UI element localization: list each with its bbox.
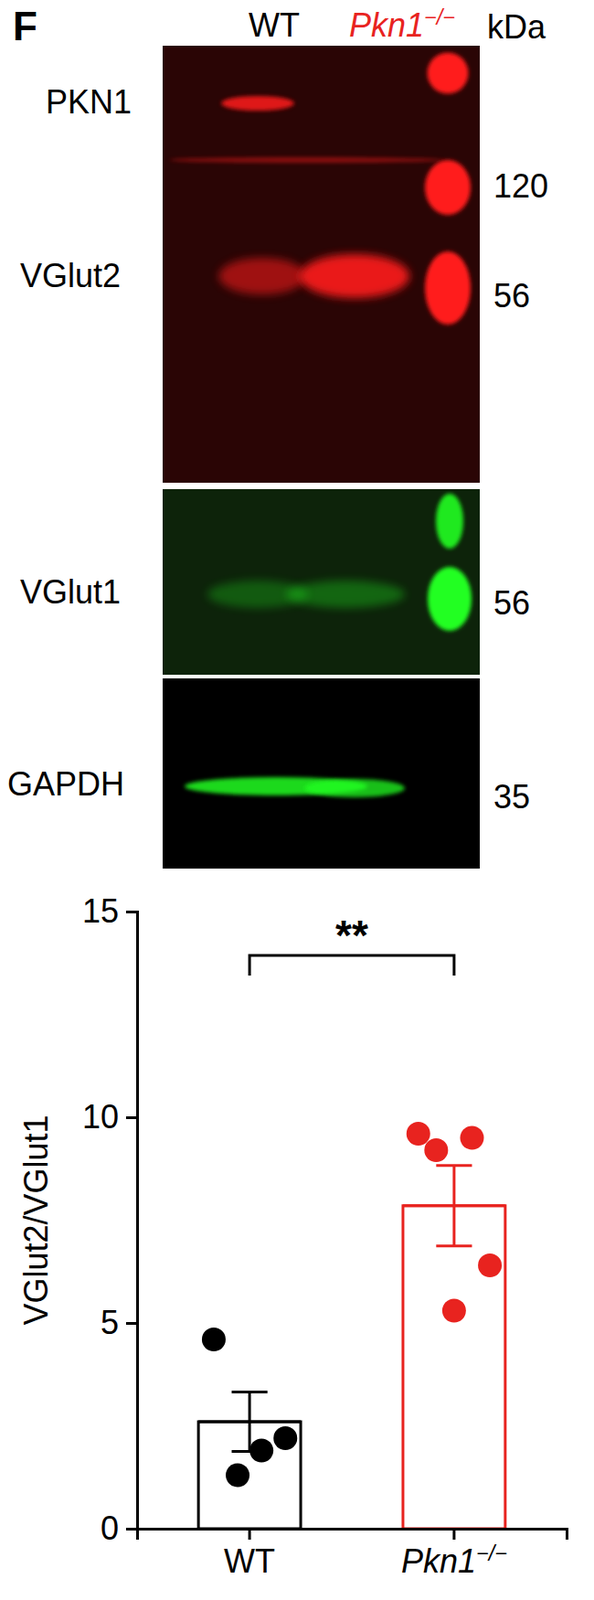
y-tick-label: 5 bbox=[100, 1303, 119, 1341]
marker-label: 35 bbox=[493, 777, 531, 816]
marker-label: 56 bbox=[493, 276, 531, 315]
y-tick: 10 bbox=[82, 1097, 138, 1135]
row-label: VGlut1 bbox=[20, 572, 121, 611]
x-tick-mark bbox=[248, 1527, 252, 1539]
x-tick-label: Pkn1−/− bbox=[401, 1540, 508, 1580]
error-bar bbox=[403, 1165, 506, 1246]
blot-band bbox=[169, 157, 444, 163]
y-tick-mark bbox=[126, 1321, 138, 1325]
y-axis-line bbox=[126, 912, 138, 1529]
data-point bbox=[459, 1125, 484, 1150]
error-bar-cap bbox=[435, 1163, 472, 1167]
mean-line bbox=[403, 1203, 506, 1207]
blot-band bbox=[299, 254, 410, 298]
row-label: PKN1 bbox=[45, 83, 132, 121]
blot-panel bbox=[162, 45, 480, 483]
label-superscript: −/− bbox=[424, 5, 456, 30]
blot-band bbox=[424, 251, 471, 325]
y-tick: 5 bbox=[100, 1303, 138, 1341]
x-tick: Pkn1−/− bbox=[401, 1527, 508, 1580]
blot-band bbox=[221, 95, 295, 111]
blot-band bbox=[219, 257, 307, 295]
y-tick-label: 10 bbox=[82, 1097, 119, 1135]
marker-label: 120 bbox=[493, 167, 549, 205]
figure: FWTPkn1−/−kDaPKN1VGlut2VGlut1GAPDH120565… bbox=[0, 0, 594, 1600]
blot-band bbox=[435, 493, 464, 549]
data-point bbox=[225, 1463, 250, 1487]
blot-band bbox=[286, 580, 405, 608]
error-bar-cap bbox=[232, 1389, 268, 1393]
blot-band bbox=[427, 53, 469, 95]
plot-marks bbox=[198, 1121, 506, 1528]
error-bar bbox=[198, 1391, 301, 1452]
y-tick-mark bbox=[126, 910, 138, 913]
y-axis: 0 5 10 15 bbox=[82, 891, 138, 1547]
significance-label: ** bbox=[335, 911, 369, 959]
y-tick-label: 15 bbox=[82, 891, 119, 930]
row-label: GAPDH bbox=[7, 764, 125, 803]
data-point bbox=[406, 1121, 431, 1146]
lane-label: WT bbox=[248, 6, 300, 44]
y-tick-mark bbox=[126, 1115, 138, 1119]
unit-label: kDa bbox=[487, 8, 547, 46]
blot-band bbox=[424, 159, 471, 215]
data-point bbox=[442, 1298, 467, 1323]
x-axis-line bbox=[137, 1528, 568, 1540]
data-point bbox=[201, 1326, 226, 1351]
x-tick: WT bbox=[223, 1527, 276, 1580]
blot-panel bbox=[162, 488, 480, 675]
marker-label: 56 bbox=[493, 583, 531, 622]
blot-panel bbox=[162, 678, 480, 869]
bar bbox=[403, 1205, 506, 1528]
blot-band bbox=[304, 778, 405, 797]
y-axis-title: VGlut2/VGlut1 bbox=[17, 1113, 55, 1325]
data-point bbox=[477, 1252, 502, 1277]
y-tick-mark bbox=[126, 1527, 138, 1530]
lane-label: Pkn1−/− bbox=[349, 5, 456, 44]
data-point bbox=[273, 1425, 297, 1450]
row-label: VGlut2 bbox=[20, 256, 121, 295]
error-bar-cap bbox=[232, 1449, 268, 1453]
label-part: Pkn1 bbox=[349, 6, 425, 44]
western-blot bbox=[162, 45, 480, 869]
panel-label: F bbox=[12, 3, 38, 49]
x-axis: WT Pkn1−/− bbox=[137, 1527, 568, 1580]
error-bar-cap bbox=[435, 1243, 472, 1247]
y-tick: 15 bbox=[82, 891, 138, 930]
blot-band bbox=[427, 566, 472, 631]
label-part: Pkn1 bbox=[401, 1541, 477, 1580]
x-tick-label: WT bbox=[223, 1541, 276, 1580]
x-tick-mark bbox=[452, 1527, 456, 1539]
y-tick-label: 0 bbox=[100, 1508, 119, 1547]
data-point bbox=[424, 1137, 448, 1162]
y-tick: 0 bbox=[100, 1508, 138, 1547]
label-superscript: −/− bbox=[476, 1540, 508, 1565]
mean-line bbox=[198, 1420, 301, 1423]
